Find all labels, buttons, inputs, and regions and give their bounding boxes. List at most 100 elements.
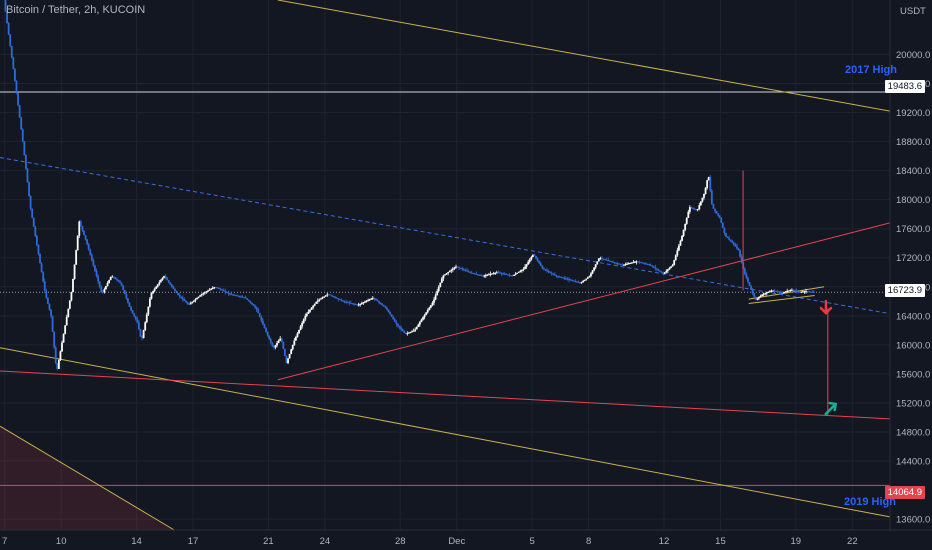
candle-body-468 xyxy=(739,250,741,257)
price-tag-2019-high: 14064.9 xyxy=(884,486,925,499)
candle-body-493 xyxy=(778,291,781,293)
candle-body-400 xyxy=(632,262,635,264)
candle-body-10 xyxy=(20,117,23,130)
candle-body-232 xyxy=(368,299,371,301)
candle-body-170 xyxy=(271,342,274,347)
candle-body-193 xyxy=(307,311,310,314)
candle-body-418 xyxy=(660,271,663,273)
candle-body-233 xyxy=(370,298,373,300)
candle-body-126 xyxy=(202,293,205,295)
candle-body-230 xyxy=(365,300,368,302)
candle-body-293 xyxy=(464,269,467,271)
trendline-yellow-4 xyxy=(748,294,815,304)
candle-body-299 xyxy=(473,273,476,275)
candle-body-310 xyxy=(491,273,493,275)
candle-body-311 xyxy=(492,273,495,275)
candle-body-158 xyxy=(252,304,255,306)
candle-body-141 xyxy=(225,291,228,293)
candle-body-250 xyxy=(397,323,399,326)
y-tick-label-4: 18400.0 xyxy=(896,166,930,177)
candle-body-152 xyxy=(243,297,245,299)
candle-body-180 xyxy=(287,358,289,364)
candle-body-76 xyxy=(123,289,126,295)
candle-body-361 xyxy=(571,280,574,282)
candle-body-316 xyxy=(500,272,503,274)
candle-body-92 xyxy=(149,298,151,307)
candle-body-129 xyxy=(207,290,209,292)
candle-body-39 xyxy=(65,317,68,326)
candle-body-42 xyxy=(70,292,73,301)
candle-body-349 xyxy=(552,273,555,275)
candle-body-405 xyxy=(640,262,643,264)
candle-body-82 xyxy=(133,313,136,317)
candle-body-98 xyxy=(158,282,161,285)
candle-body-274 xyxy=(434,295,437,300)
x-tick-label-13: 22 xyxy=(847,536,858,547)
candle-body-83 xyxy=(134,316,137,320)
candle-body-367 xyxy=(580,282,583,284)
candle-body-287 xyxy=(455,266,457,268)
candle-body-195 xyxy=(310,307,313,310)
candle-body-276 xyxy=(437,286,440,292)
candle-body-483 xyxy=(762,293,765,295)
candle-body-144 xyxy=(230,294,233,296)
candle-body-237 xyxy=(376,300,379,302)
candle-body-291 xyxy=(461,268,464,270)
candle-body-124 xyxy=(199,295,202,297)
candle-body-386 xyxy=(610,261,613,263)
candle-body-261 xyxy=(414,329,417,331)
x-tick-label-10: 12 xyxy=(659,536,670,547)
candle-body-31 xyxy=(53,331,56,348)
candle-body-482 xyxy=(761,294,763,296)
candle-body-513 xyxy=(809,291,812,293)
candle-body-29 xyxy=(50,309,52,316)
candle-body-176 xyxy=(280,338,283,342)
candle-body-60 xyxy=(98,281,101,287)
candle-body-54 xyxy=(89,249,92,255)
candle-body-335 xyxy=(530,257,533,260)
candle-body-333 xyxy=(527,261,530,265)
candle-body-175 xyxy=(279,338,282,341)
candle-body-85 xyxy=(138,322,140,330)
candle-body-343 xyxy=(542,268,545,270)
candle-body-462 xyxy=(729,239,732,242)
candle-body-247 xyxy=(392,316,395,320)
candle-body-252 xyxy=(400,327,402,330)
candle-body-43 xyxy=(72,278,74,293)
candle-body-209 xyxy=(332,296,335,298)
candle-body-332 xyxy=(525,264,528,267)
candle-body-130 xyxy=(208,289,211,291)
candle-body-148 xyxy=(236,295,239,297)
candle-body-243 xyxy=(386,307,388,310)
candle-body-172 xyxy=(274,345,277,348)
candle-body-249 xyxy=(395,321,398,324)
candle-body-171 xyxy=(273,346,275,348)
candle-body-68 xyxy=(111,276,114,278)
candle-body-177 xyxy=(282,341,285,349)
candle-body-113 xyxy=(181,297,184,300)
candle-body-181 xyxy=(288,353,291,359)
candle-body-460 xyxy=(726,236,729,239)
candle-body-286 xyxy=(453,267,456,269)
candle-body-122 xyxy=(196,297,198,300)
candle-body-327 xyxy=(517,271,520,273)
candle-body-336 xyxy=(532,254,534,258)
candle-body-0 xyxy=(4,0,7,12)
candle-body-265 xyxy=(420,319,423,323)
candle-body-423 xyxy=(668,267,671,270)
candle-body-354 xyxy=(560,276,563,278)
candle-body-168 xyxy=(268,335,271,340)
candle-body-258 xyxy=(409,331,412,333)
candle-body-331 xyxy=(524,266,526,269)
candle-body-295 xyxy=(467,271,470,273)
candle-body-280 xyxy=(444,274,446,276)
candle-body-373 xyxy=(590,273,592,277)
candle-body-347 xyxy=(549,271,552,273)
candle-body-297 xyxy=(470,272,473,274)
y-tick-label-3: 18800.0 xyxy=(896,137,930,148)
candle-body-488 xyxy=(770,290,773,292)
candle-body-159 xyxy=(254,305,256,308)
candle-body-257 xyxy=(407,332,410,334)
